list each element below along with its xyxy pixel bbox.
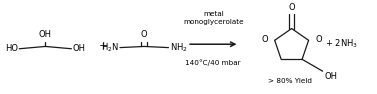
Text: OH: OH: [324, 72, 337, 81]
Text: metal
monoglycerolate: metal monoglycerolate: [183, 11, 244, 25]
Text: O: O: [261, 35, 268, 44]
Text: 140°C/40 mbar: 140°C/40 mbar: [185, 59, 241, 66]
Text: +: +: [98, 41, 108, 51]
Text: + 2NH$_3$: + 2NH$_3$: [325, 38, 358, 50]
Text: O: O: [141, 30, 147, 39]
Text: OH: OH: [39, 30, 52, 39]
Text: O: O: [288, 3, 295, 12]
Text: NH$_2$: NH$_2$: [170, 41, 187, 54]
Text: O: O: [315, 35, 322, 44]
Text: > 80% Yield: > 80% Yield: [268, 78, 312, 84]
Text: H$_2$N: H$_2$N: [101, 41, 118, 54]
Text: HO: HO: [5, 44, 18, 53]
Text: OH: OH: [73, 44, 86, 53]
